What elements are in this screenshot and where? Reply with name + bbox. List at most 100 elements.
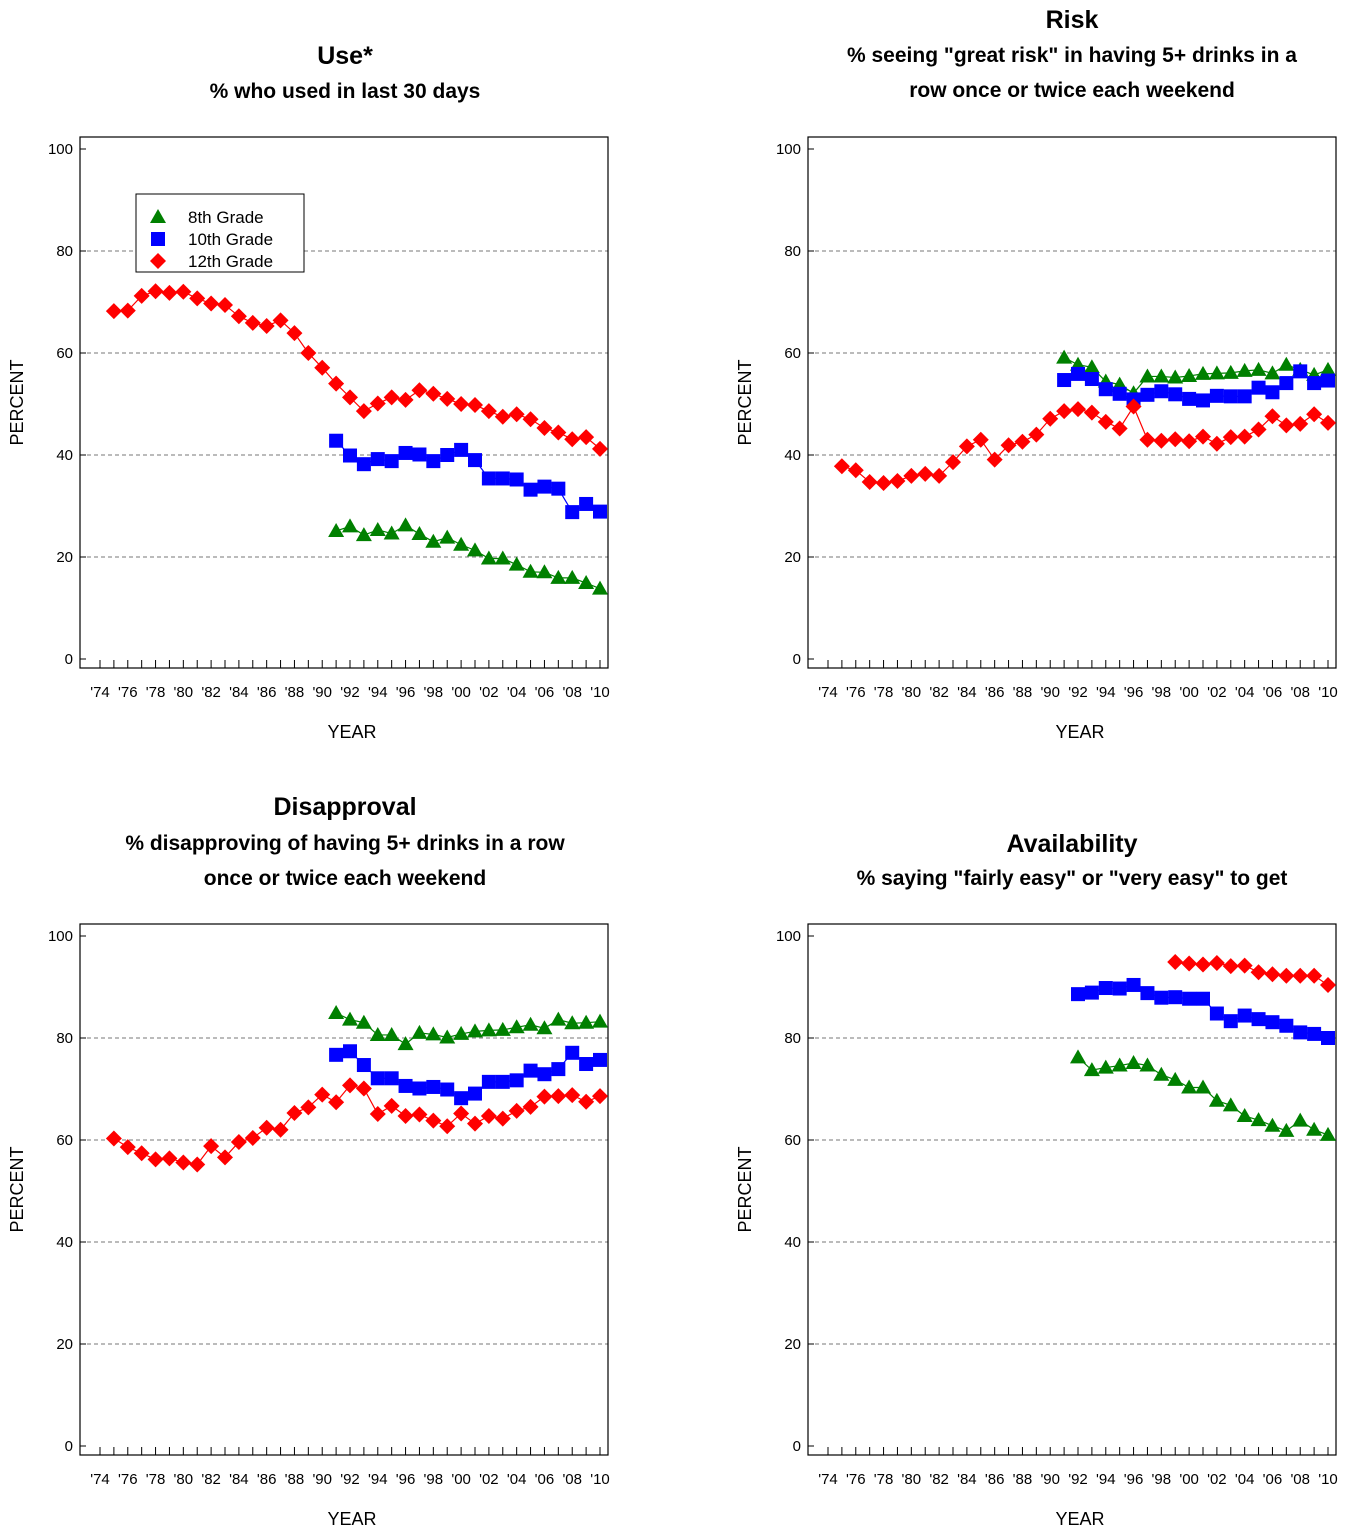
data-point (1168, 387, 1183, 402)
data-point (522, 411, 539, 428)
data-point (1278, 967, 1295, 984)
x-tick-label: '78 (146, 684, 166, 701)
x-tick-label: '84 (957, 684, 977, 701)
data-point (328, 1005, 345, 1020)
data-point (411, 1024, 428, 1039)
data-point (1237, 1008, 1252, 1023)
data-point (1154, 384, 1169, 399)
data-point (1112, 981, 1127, 996)
data-point (495, 1074, 510, 1089)
data-point (1098, 981, 1113, 996)
data-point (1236, 362, 1253, 377)
data-point (861, 474, 878, 491)
data-point (161, 284, 178, 301)
data-point (1306, 967, 1323, 984)
x-tick-label: '08 (1290, 1471, 1310, 1488)
data-point (203, 1138, 220, 1155)
x-axis-label: YEAR (1055, 722, 1104, 742)
chart-title: Use* (317, 42, 373, 70)
x-tick-label: '80 (902, 684, 922, 701)
data-point (1111, 1057, 1128, 1072)
data-point (509, 472, 524, 487)
data-point (550, 569, 567, 584)
data-point (1097, 1059, 1114, 1074)
data-point (314, 1086, 331, 1103)
series-12th-grade (105, 1077, 608, 1173)
data-point (355, 1080, 372, 1097)
data-point (384, 454, 399, 469)
data-point (1126, 977, 1141, 992)
data-point (565, 1045, 580, 1060)
x-tick-label: '84 (229, 1471, 249, 1488)
data-point (147, 283, 164, 300)
data-point (1250, 964, 1267, 981)
data-point (1070, 401, 1086, 418)
data-point (411, 1106, 428, 1123)
legend-entry: 12th Grade (188, 252, 273, 271)
chart-panel-1: Use* % who used in last 30 days 0 20 40 60 80 1… (7, 42, 610, 742)
data-point (189, 290, 206, 307)
x-tick-label: '96 (396, 684, 416, 701)
chart-title: Disapproval (273, 793, 416, 821)
series-12th-grade (833, 398, 1336, 492)
data-point (397, 517, 414, 532)
data-point (551, 481, 566, 496)
data-point (1251, 380, 1266, 395)
data-point (1071, 366, 1085, 381)
x-tick-label: '06 (535, 1471, 555, 1488)
data-point (847, 462, 864, 479)
data-point (189, 1156, 206, 1173)
x-tick-label: '74 (818, 684, 838, 701)
data-point (1057, 373, 1072, 388)
data-point (1182, 391, 1197, 406)
data-point (1195, 365, 1211, 380)
y-tick-label: 0 (793, 1438, 801, 1455)
data-point (1111, 420, 1128, 437)
x-tick-label: '10 (590, 684, 610, 701)
data-point (1071, 987, 1085, 1002)
x-tick-label: '80 (174, 1471, 194, 1488)
data-point (1112, 386, 1127, 401)
data-point (537, 1067, 552, 1082)
data-point (1292, 967, 1309, 984)
x-tick-label: '10 (590, 1471, 610, 1488)
x-tick-label: '82 (929, 684, 949, 701)
y-axis-label: PERCENT (7, 359, 27, 445)
data-point (578, 1014, 595, 1029)
x-tick-label: '74 (90, 684, 110, 701)
x-tick-label: '88 (1013, 684, 1033, 701)
data-point (1223, 389, 1238, 404)
data-point (356, 1058, 371, 1073)
data-point (412, 447, 427, 462)
data-point (1279, 1018, 1294, 1033)
x-tick-label: '10 (1318, 1471, 1338, 1488)
data-point (1167, 369, 1184, 384)
x-tick-label: '76 (118, 684, 138, 701)
x-tick-label: '78 (874, 1471, 894, 1488)
chart-subtitle-line: % saying "fairly easy" or "very easy" to… (857, 867, 1288, 890)
y-tick-label: 80 (56, 1030, 73, 1047)
x-tick-label: '02 (479, 1471, 499, 1488)
data-point (467, 397, 483, 414)
data-point (370, 1071, 385, 1086)
data-point (1278, 417, 1295, 434)
data-point (1278, 356, 1295, 371)
data-point (467, 542, 483, 557)
data-point (342, 1077, 358, 1094)
data-point (903, 467, 920, 484)
x-tick-label: '76 (118, 1471, 138, 1488)
x-tick-label: '02 (1207, 684, 1227, 701)
data-point (1264, 365, 1281, 380)
x-tick-label: '76 (846, 1471, 866, 1488)
data-point (1222, 1097, 1239, 1112)
data-point (119, 1139, 136, 1156)
x-tick-label: '02 (1207, 1471, 1227, 1488)
series-10th-grade (1057, 364, 1335, 408)
data-point (1209, 388, 1224, 403)
x-tick-label: '78 (146, 1471, 166, 1488)
data-point (397, 1108, 414, 1125)
x-tick-label: '82 (201, 1471, 221, 1488)
data-point (1195, 956, 1211, 973)
data-point (508, 406, 525, 423)
